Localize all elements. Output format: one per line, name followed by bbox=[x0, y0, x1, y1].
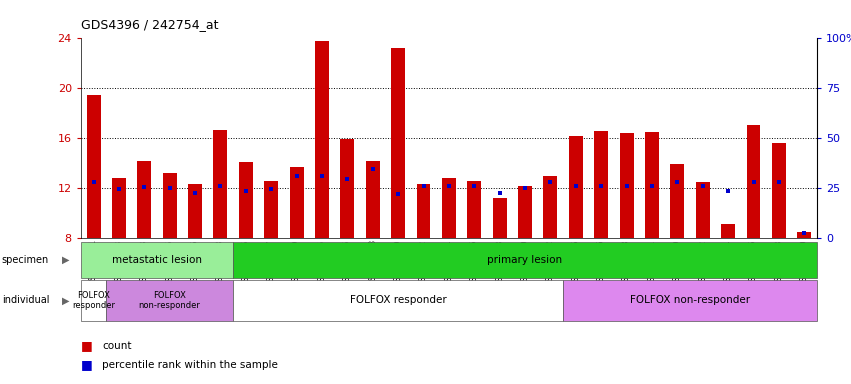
Bar bbox=[188, 184, 202, 238]
Bar bbox=[416, 184, 431, 238]
Bar bbox=[467, 181, 482, 238]
Bar bbox=[544, 176, 557, 238]
Text: FOLFOX responder: FOLFOX responder bbox=[350, 295, 447, 306]
Text: FOLFOX
responder: FOLFOX responder bbox=[72, 291, 115, 310]
Bar bbox=[721, 224, 735, 238]
Bar bbox=[696, 182, 710, 238]
Bar bbox=[265, 181, 278, 238]
Text: count: count bbox=[102, 341, 132, 351]
Bar bbox=[137, 161, 151, 238]
Bar bbox=[391, 48, 405, 238]
Bar bbox=[340, 139, 354, 238]
Text: metastatic lesion: metastatic lesion bbox=[112, 255, 202, 265]
Bar bbox=[163, 173, 177, 238]
Text: ▶: ▶ bbox=[62, 295, 69, 306]
Text: FOLFOX non-responder: FOLFOX non-responder bbox=[630, 295, 750, 306]
Bar bbox=[620, 133, 633, 238]
Bar bbox=[87, 94, 100, 238]
Bar bbox=[746, 124, 761, 238]
Bar bbox=[493, 198, 506, 238]
Text: ■: ■ bbox=[81, 358, 93, 371]
Bar bbox=[81, 280, 106, 321]
Bar bbox=[518, 186, 532, 238]
Text: percentile rank within the sample: percentile rank within the sample bbox=[102, 360, 278, 370]
Bar bbox=[568, 136, 583, 238]
Bar bbox=[315, 41, 329, 238]
Bar bbox=[594, 131, 608, 238]
Bar bbox=[645, 132, 659, 238]
Bar bbox=[106, 280, 233, 321]
Bar bbox=[112, 178, 126, 238]
Bar bbox=[289, 167, 304, 238]
Text: ▶: ▶ bbox=[62, 255, 69, 265]
Bar bbox=[797, 232, 811, 238]
Bar bbox=[214, 129, 227, 238]
Bar bbox=[442, 178, 456, 238]
Text: primary lesion: primary lesion bbox=[488, 255, 563, 265]
Text: ■: ■ bbox=[81, 339, 93, 352]
Text: specimen: specimen bbox=[2, 255, 49, 265]
Bar bbox=[81, 242, 233, 278]
Text: GDS4396 / 242754_at: GDS4396 / 242754_at bbox=[81, 18, 219, 31]
Bar bbox=[671, 164, 684, 238]
Bar bbox=[239, 162, 253, 238]
Bar bbox=[563, 280, 817, 321]
Bar bbox=[772, 143, 785, 238]
Bar bbox=[233, 280, 563, 321]
Bar bbox=[366, 161, 380, 238]
Text: individual: individual bbox=[2, 295, 49, 306]
Bar bbox=[233, 242, 817, 278]
Text: FOLFOX
non-responder: FOLFOX non-responder bbox=[139, 291, 201, 310]
